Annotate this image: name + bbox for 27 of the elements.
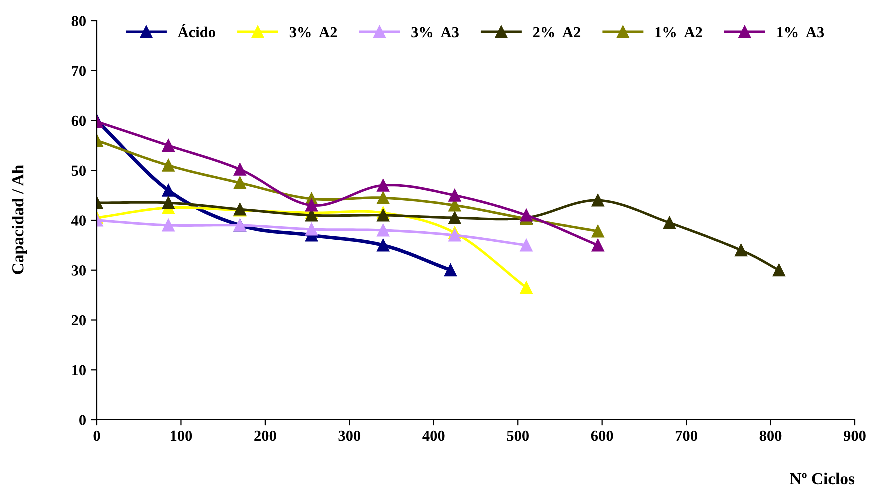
y-tick-label: 80 [72,16,86,26]
x-tick-label: 400 [422,430,445,442]
legend-label: 3% A2 [290,27,338,38]
y-axis-title: Capacidad / Ah [12,165,28,274]
x-tick-label: 300 [338,430,361,442]
x-tick-label: 800 [760,430,782,442]
y-tick-label: 20 [72,315,86,326]
x-tick-label: 900 [844,430,866,442]
legend-label: 1% A2 [656,27,702,38]
y-tick-label: 10 [72,365,86,376]
y-tick-label: 30 [72,266,86,276]
legend-label: 1% A3 [777,27,824,38]
y-tick-label: 0 [80,415,86,426]
y-tick-label: 60 [72,116,86,126]
x-axis-title: Nº Ciclos [790,472,855,485]
y-tick-label: 40 [72,216,86,226]
x-tick-label: 700 [676,430,698,442]
x-tick-label: 200 [254,430,276,442]
x-tick-label: 100 [170,430,192,442]
x-tick-label: 500 [507,430,529,442]
legend-label: 2% A2 [533,27,581,38]
y-tick-label: 50 [72,166,86,176]
legend-label: Ácido [178,24,216,38]
legend-label: 3% A3 [412,27,459,38]
x-tick-label: 0 [94,430,100,442]
y-tick-label: 70 [72,66,86,76]
x-tick-label: 600 [591,430,614,442]
